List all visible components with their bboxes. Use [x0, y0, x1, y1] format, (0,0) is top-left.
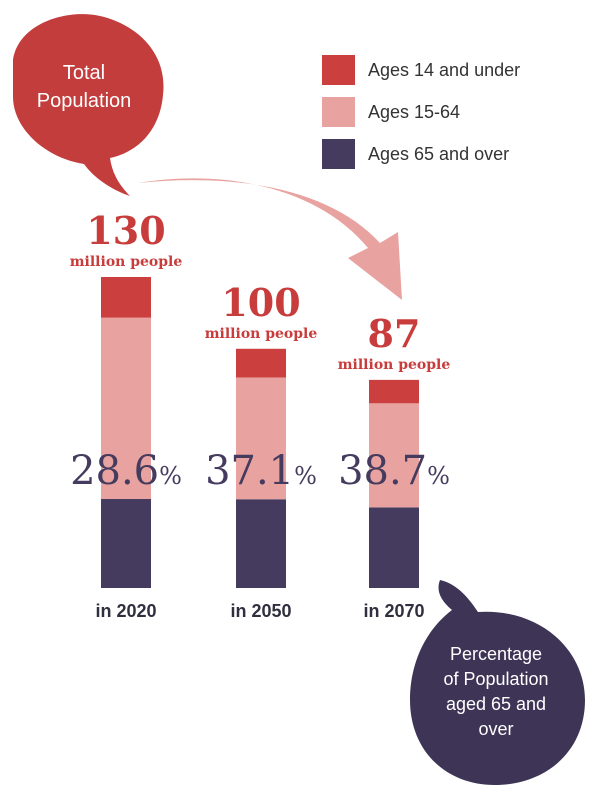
- x-label-1: in 2050: [230, 601, 291, 621]
- elderly-share-line1: Percentage: [450, 644, 542, 664]
- elderly-share-line4: over: [478, 719, 513, 739]
- x-label-0: in 2020: [95, 601, 156, 621]
- legend-swatch-2: [322, 139, 355, 169]
- total-population-callout: Total Population: [12, 14, 164, 196]
- bar-1-segment-1: [236, 377, 286, 500]
- legend: Ages 14 and under Ages 15-64 Ages 65 and o…: [322, 55, 520, 169]
- total-value-1: 100: [221, 280, 300, 325]
- total-population-bubble: [12, 14, 164, 196]
- bar-2-segment-2: [369, 507, 419, 588]
- x-label-2: in 2070: [363, 601, 424, 621]
- total-unit-0: million people: [70, 254, 183, 270]
- total-value-2: 87: [368, 311, 421, 356]
- legend-swatch-0: [322, 55, 355, 85]
- elderly-share-line3: aged 65 and: [446, 694, 546, 714]
- bar-0-segment-1: [101, 317, 151, 500]
- elderly-share-line2: of Population: [443, 669, 548, 689]
- legend-label-0: Ages 14 and under: [368, 60, 520, 80]
- total-value-0: 130: [86, 208, 165, 253]
- bar-2-segment-0: [369, 379, 419, 404]
- bar-0-segment-2: [101, 499, 151, 588]
- elderly-share-1: 37.1%: [205, 448, 317, 494]
- legend-label-1: Ages 15-64: [368, 102, 460, 122]
- total-population-line2: Population: [37, 90, 132, 112]
- legend-swatch-1: [322, 97, 355, 127]
- elderly-share-callout: Percentage of Population aged 65 and ove…: [410, 580, 585, 785]
- total-unit-2: million people: [338, 357, 451, 373]
- bar-0-segment-0: [101, 277, 151, 318]
- elderly-share-bubble: [410, 580, 585, 785]
- elderly-share-0: 28.6%: [70, 448, 182, 494]
- elderly-share-2: 38.7%: [338, 448, 450, 494]
- total-population-line1: Total: [63, 62, 105, 84]
- legend-label-2: Ages 65 and over: [368, 144, 509, 164]
- bar-2-segment-1: [369, 403, 419, 508]
- total-unit-1: million people: [205, 326, 318, 342]
- bar-1-segment-0: [236, 348, 286, 378]
- bar-1-segment-2: [236, 499, 286, 588]
